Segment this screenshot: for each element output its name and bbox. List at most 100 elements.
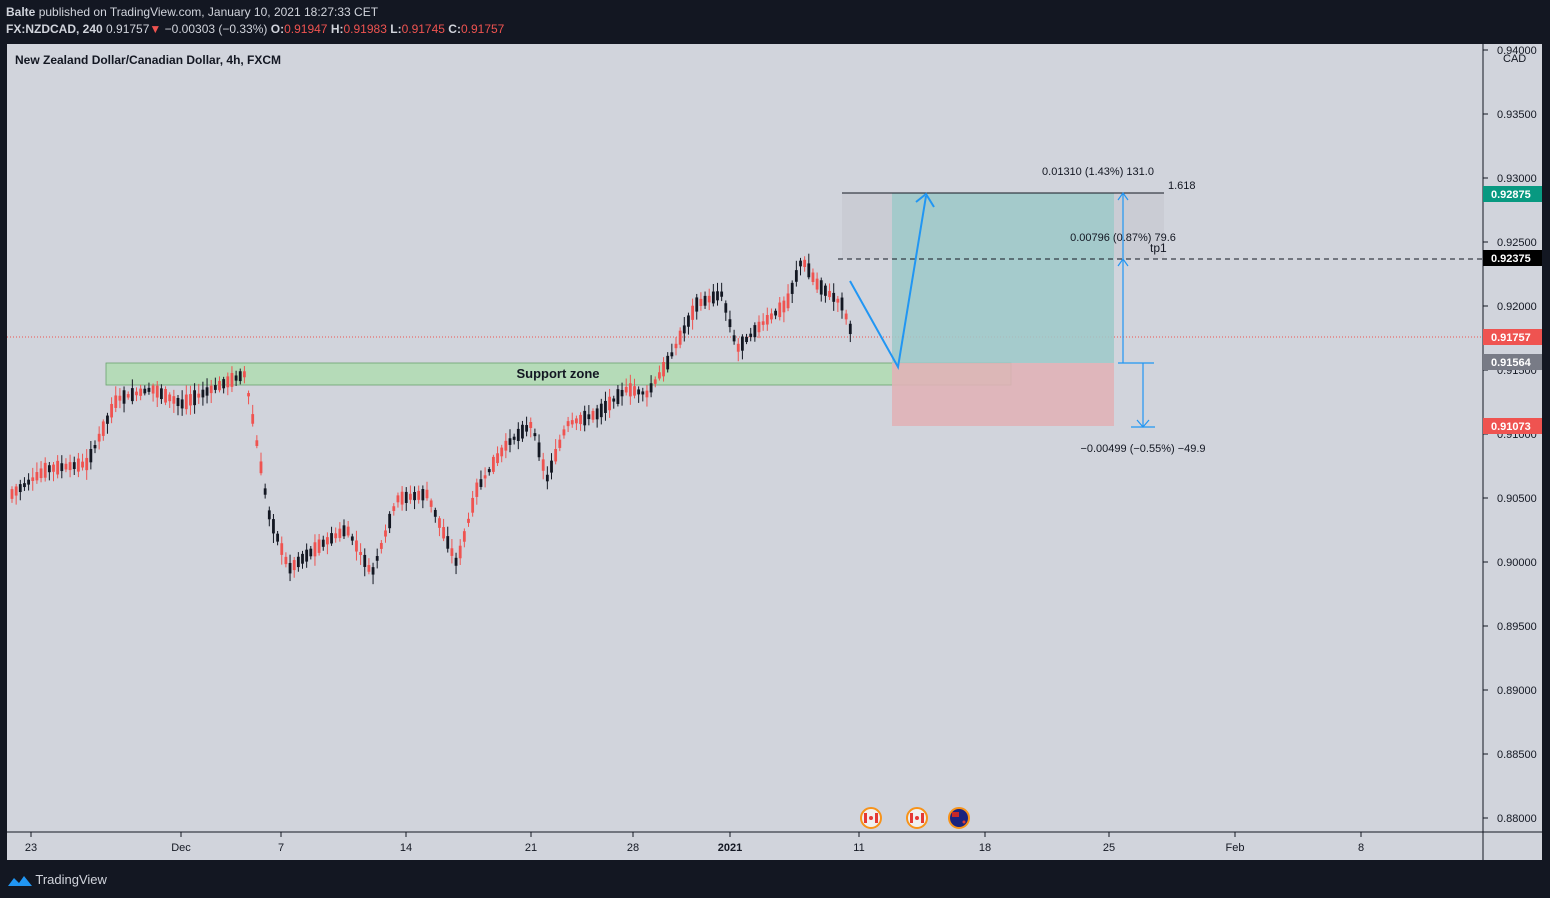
candle-body [342, 525, 346, 537]
candle-body [255, 440, 259, 446]
candle-body [122, 390, 126, 404]
candle-body [433, 509, 437, 517]
event-markers[interactable] [860, 807, 970, 829]
candle-body [521, 424, 524, 439]
candle-body [338, 528, 342, 538]
candle-body [736, 343, 740, 352]
chart-area[interactable]: New Zealand Dollar/Canadian Dollar, 4h, … [7, 44, 1542, 860]
loss-zone[interactable] [892, 363, 1114, 426]
candle-body [628, 383, 632, 397]
candle-body [276, 533, 279, 542]
canada-flag-icon[interactable] [860, 807, 882, 829]
candle-body [193, 390, 196, 406]
candle-body [184, 394, 188, 410]
candle-body [18, 484, 22, 493]
candle-body [624, 386, 628, 393]
candle-body [687, 315, 690, 327]
candle-body [176, 397, 180, 407]
candle-body [64, 463, 68, 470]
symbol-label[interactable]: FX:NZDCAD, 240 [6, 22, 103, 36]
candle-body [467, 518, 470, 523]
candle-body [197, 393, 201, 398]
measure-arrows[interactable] [1117, 191, 1155, 428]
candle-body [570, 420, 574, 425]
candle-body [537, 442, 541, 458]
candle-body [280, 543, 284, 555]
candle-body [81, 461, 84, 468]
candle-body [824, 285, 827, 296]
candle-body [678, 330, 682, 345]
price-label-text: 0.91757 [1491, 332, 1531, 344]
time-axis[interactable]: 23 Dec 7 14 21 28 2021 11 18 25 Feb 8 [25, 832, 1364, 854]
profit-zone[interactable] [892, 193, 1114, 363]
candle-body [649, 383, 653, 393]
candle-body [251, 414, 255, 424]
price-chart[interactable]: New Zealand Dollar/Canadian Dollar, 4h, … [7, 44, 1542, 860]
candles[interactable] [10, 253, 852, 585]
candle-body [126, 394, 130, 398]
candle-body [562, 429, 566, 436]
canada-flag-icon[interactable] [906, 807, 928, 829]
new-zealand-flag-icon[interactable] [948, 807, 970, 829]
candle-body [263, 488, 267, 495]
candle-body [500, 447, 504, 457]
author-name[interactable]: Balte [6, 5, 36, 19]
candle-body [711, 291, 715, 304]
candle-body [355, 540, 358, 552]
candle-body [151, 385, 155, 394]
candle-body [101, 421, 105, 436]
candle-body [637, 389, 641, 395]
candle-body [475, 482, 479, 497]
support-zone-label: Support zone [516, 366, 599, 381]
ohlc-legend: FX:NZDCAD, 240 0.91757▼ −0.00303 (−0.33%… [6, 22, 504, 36]
price-tick-label: 0.90500 [1497, 493, 1537, 505]
candle-body [309, 548, 313, 557]
candle-body [550, 460, 553, 473]
candle-body [782, 300, 786, 313]
candle-body [695, 297, 699, 312]
candle-body [516, 428, 520, 442]
candle-body [699, 298, 703, 307]
candle-body [27, 479, 30, 485]
candle-body [371, 567, 375, 575]
candle-body [666, 355, 670, 370]
candle-body [168, 394, 172, 402]
candle-body [832, 292, 836, 302]
low-value: 0.91745 [401, 22, 445, 36]
candle-body [375, 556, 379, 561]
candle-body [417, 490, 421, 500]
candle-body [363, 554, 367, 567]
candle-body [840, 297, 844, 311]
candle-body [321, 539, 325, 547]
price-tick-label: 0.89500 [1497, 621, 1537, 633]
candle-body [367, 565, 371, 572]
candle-body [238, 371, 242, 382]
price-change: −0.00303 (−0.33%) [164, 22, 268, 36]
candle-body [761, 321, 765, 325]
candle-body [259, 461, 263, 474]
candle-body [230, 372, 234, 387]
candle-body [31, 477, 35, 481]
candle-body [512, 436, 516, 440]
candle-body [741, 336, 744, 351]
price-tick-label: 0.92000 [1497, 301, 1537, 313]
candle-body [388, 513, 392, 529]
time-tick-label: Dec [171, 842, 191, 854]
candle-body [346, 526, 350, 536]
candle-body [23, 483, 26, 488]
candle-body [811, 272, 815, 283]
candle-body [413, 491, 416, 501]
tradingview-brand[interactable]: TradingView [8, 872, 107, 888]
candle-body [135, 391, 138, 396]
price-label-text: 0.91564 [1491, 357, 1532, 369]
candle-body [794, 270, 798, 282]
price-axis[interactable]: 0.94000 0.93500 0.93000 0.92500 0.92000 0.915… [1483, 45, 1537, 825]
time-tick-label: 8 [1358, 842, 1364, 854]
projection-path[interactable] [849, 192, 935, 370]
candle-body [10, 489, 14, 499]
candle-body [786, 293, 790, 309]
candle-body [471, 497, 475, 513]
candle-body [720, 291, 724, 297]
candle-body [807, 263, 811, 278]
stop-stats: −0.00499 (−0.55%) −49.9 [1080, 443, 1205, 455]
